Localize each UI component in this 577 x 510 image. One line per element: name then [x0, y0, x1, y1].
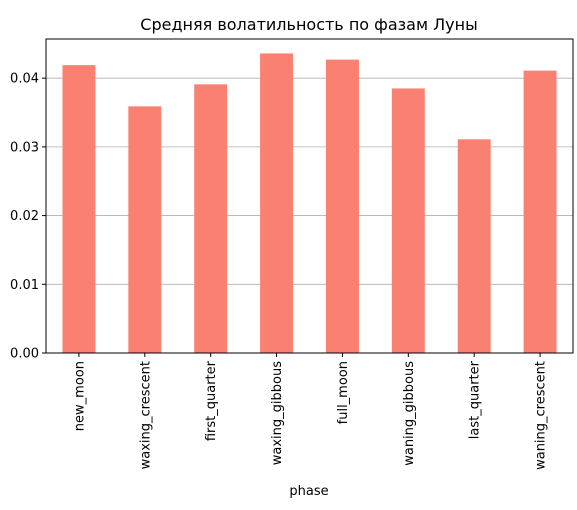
x-tick-label: waning_crescent: [534, 361, 549, 470]
chart-title: Средняя волатильность по фазам Луны: [140, 15, 477, 34]
x-tick-label: waxing_crescent: [138, 361, 153, 469]
y-tick-label: 0.03: [10, 140, 39, 155]
y-tick-label: 0.02: [10, 209, 39, 224]
bar: [457, 139, 491, 353]
plot-frame: [45, 38, 574, 354]
bar: [325, 59, 359, 353]
bar: [62, 65, 96, 353]
bar: [523, 70, 557, 353]
x-tick-label: waning_gibbous: [402, 361, 417, 466]
y-tick-label: 0.01: [10, 278, 39, 293]
bar: [260, 53, 294, 353]
x-tick-label: waxing_gibbous: [270, 361, 285, 465]
y-tick-label: 0.04: [10, 72, 39, 87]
x-tick-label: full_moon: [336, 361, 351, 424]
x-tick-label: first_quarter: [204, 360, 219, 441]
bar: [391, 88, 425, 353]
y-tick-label: 0.00: [10, 347, 39, 362]
x-axis: new_moon waxing_crescent first_quarter waxi…: [72, 353, 549, 470]
x-tick-label: new_moon: [72, 361, 87, 431]
bars: [62, 53, 557, 353]
bar: [128, 106, 162, 353]
x-tick-label: last_quarter: [468, 360, 483, 439]
bar: [194, 84, 228, 353]
x-axis-label: phase: [289, 484, 328, 499]
y-axis: 0.00 0.01 0.02 0.03 0.04: [10, 72, 46, 362]
grid-lines: [46, 77, 573, 285]
